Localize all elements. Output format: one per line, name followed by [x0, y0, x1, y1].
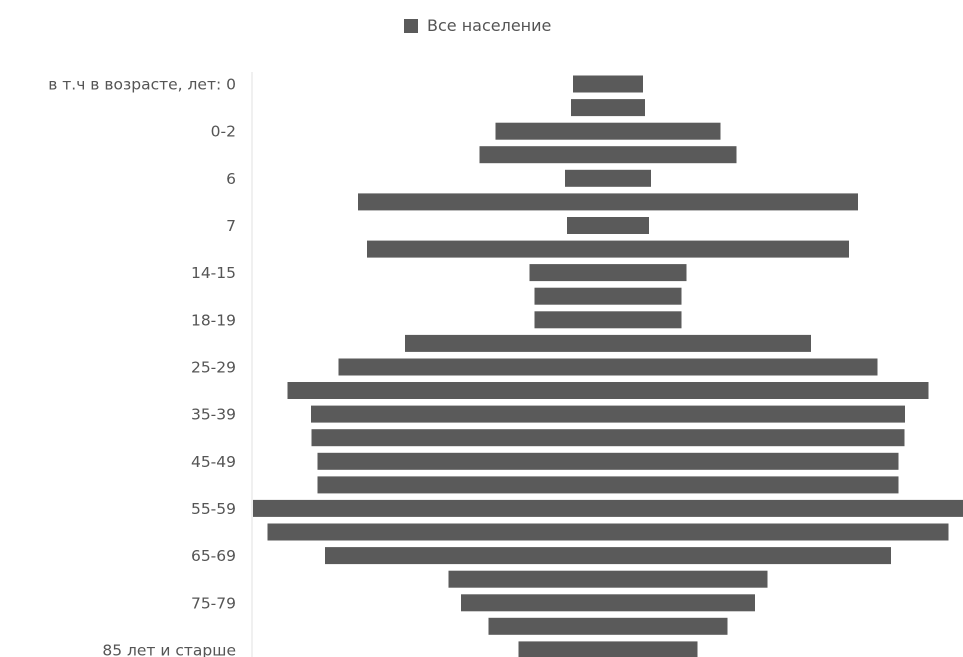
category-label: 18-19: [191, 311, 236, 329]
bar: [317, 476, 899, 494]
category-label: 55-59: [191, 500, 236, 518]
legend-label: Все население: [427, 16, 552, 35]
bar: [287, 382, 929, 399]
bar: [534, 287, 682, 305]
category-label: 75-79: [191, 594, 236, 612]
legend: Все население: [404, 16, 551, 35]
bar: [479, 146, 737, 164]
bar: [358, 193, 858, 211]
bar: [311, 405, 905, 423]
bar: [571, 99, 645, 117]
bar: [573, 75, 643, 93]
category-label: 6: [226, 170, 236, 188]
bar: [311, 429, 905, 447]
bar: [488, 617, 728, 635]
bar: [338, 358, 878, 376]
category-label: в т.ч в возрасте, лет: 0: [48, 76, 236, 94]
category-label: 0-2: [211, 123, 236, 141]
category-label: 35-39: [191, 406, 236, 424]
bar: [267, 523, 949, 541]
category-label: 14-15: [191, 264, 236, 282]
bar: [253, 499, 963, 517]
bar: [461, 594, 755, 612]
category-label: 7: [226, 217, 236, 235]
category-label: 85 лет и старше: [102, 641, 236, 657]
legend-swatch: [404, 18, 418, 33]
bar: [534, 311, 682, 329]
bar: [529, 264, 687, 282]
bar: [325, 547, 891, 565]
bar: [495, 122, 721, 140]
bar: [448, 570, 768, 588]
bar: [317, 452, 899, 470]
category-label: 25-29: [191, 359, 236, 377]
category-label: 65-69: [191, 547, 236, 565]
bar: [518, 641, 698, 657]
bar: [565, 169, 651, 187]
bar: [567, 217, 649, 234]
bar: [367, 240, 849, 258]
bar: [405, 334, 811, 352]
category-label: 45-49: [191, 453, 236, 471]
